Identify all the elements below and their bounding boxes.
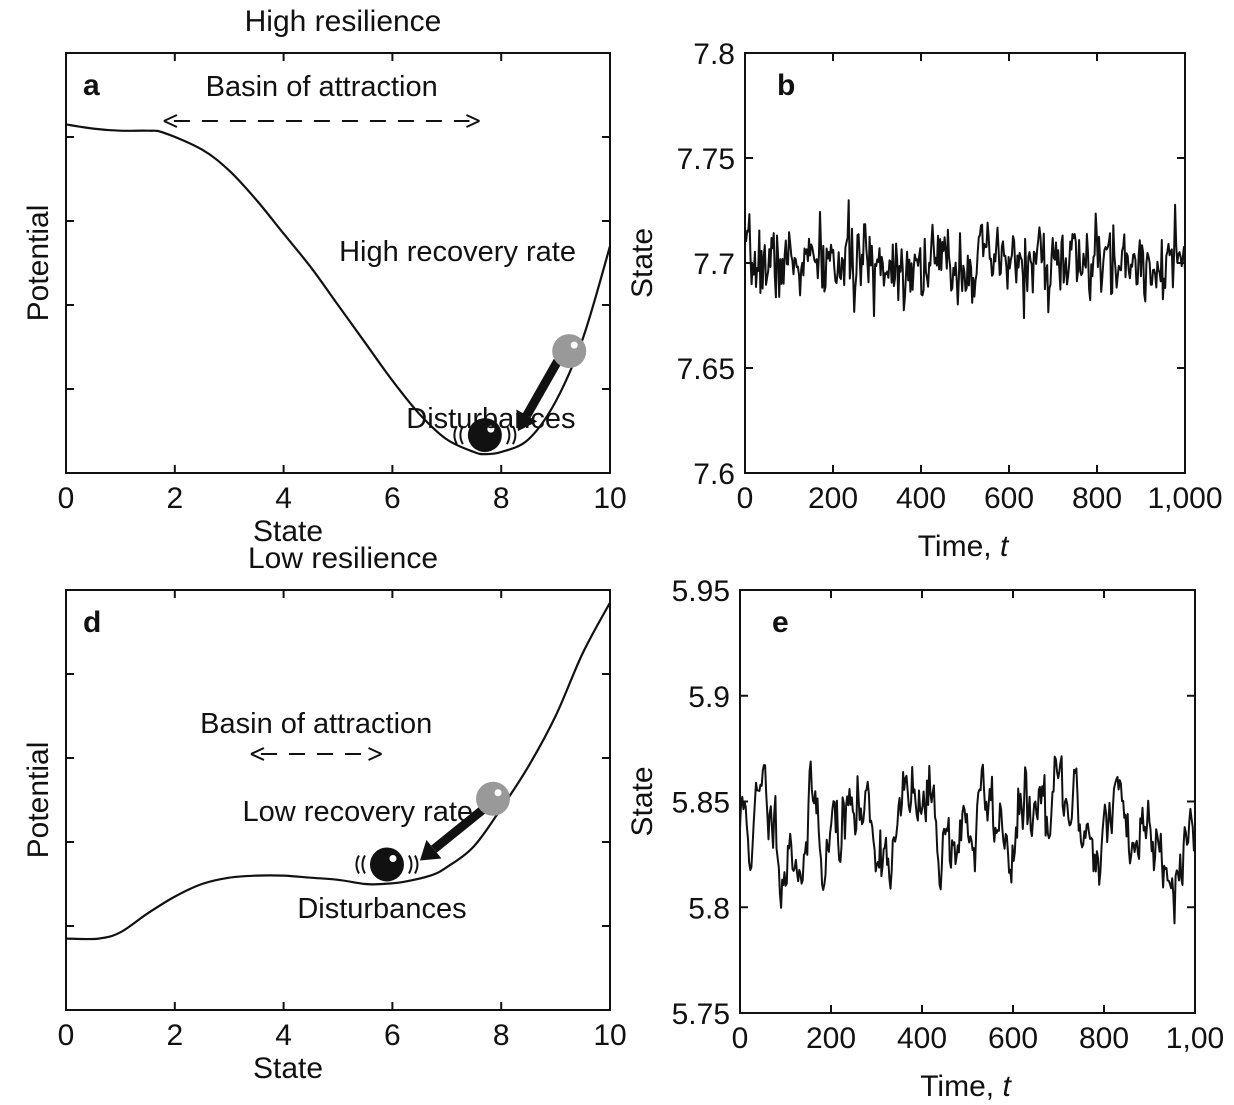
x-tick-label: 400 [897,1022,947,1055]
y-tick-label: 5.95 [672,575,730,608]
x-tick-label: 2 [166,1019,183,1052]
x-tick-label: 200 [806,1022,856,1055]
x-tick-label: 800 [1072,482,1122,515]
y-axis-label: Potential [22,742,55,859]
x-tick-label: 1,00 [1166,1022,1224,1055]
y-axis-label: State [626,228,659,298]
y-tick-label: 7.65 [677,353,735,386]
x-axis-label-variable: t [1000,530,1010,563]
y-tick-label: 7.75 [677,143,735,176]
x-tick-label: 0 [732,1022,749,1055]
plot-frame [65,589,611,1011]
potential-curve [65,602,611,941]
y-tick-label: 5.75 [672,998,730,1031]
x-tick-label: 4 [275,1019,292,1052]
basin-label: Basin of attraction [200,708,432,740]
series-line [739,755,1196,925]
y-axis-label: State [626,766,659,836]
x-tick-label: 8 [493,482,510,515]
disturbances-label: Disturbances [297,893,466,925]
ball-highlight [487,425,495,433]
x-axis-label-text: Time, [920,1070,1002,1103]
displaced-ball-highlight [570,341,578,349]
y-tick-label: 7.8 [693,38,735,71]
x-axis-label-text: Time, [918,530,1000,563]
x-tick-label: 200 [808,482,858,515]
basin-arrowhead-left [250,747,265,761]
recovery-arrowhead [419,839,442,861]
x-tick-label: 800 [1079,1022,1129,1055]
vibration-mark-right [505,425,511,445]
displaced-ball [552,334,587,369]
panel-title: Low resilience [248,542,438,575]
x-tick-label: 2 [166,482,183,515]
ball [369,847,404,882]
recovery-arrow-shaft [431,806,486,853]
recovery-rate-label: Low recovery rate [243,796,474,828]
panel-e: e 0 200 400 600 800 1,00 5.75 5.8 5.85 5.9 5.95 Time… [626,575,1224,1103]
x-tick-label: 4 [275,482,292,515]
y-tick-label: 7.6 [693,458,735,491]
x-tick-label: 400 [896,482,946,515]
y-tick-label: 5.85 [672,787,730,820]
vibration-mark-right [414,854,419,874]
disturbances-label: Disturbances [406,403,575,435]
panel-letter: a [83,69,100,102]
vibration-mark-left [355,854,360,874]
panel-letter: d [83,606,101,639]
panel-letter: b [777,69,795,102]
x-tick-label: 0 [737,482,754,515]
plot-frame [744,52,1186,474]
panel-a: High resilience a 0 2 4 6 8 10 State Potential Bas… [22,5,627,548]
x-tick-label: 6 [384,482,401,515]
x-axis-label: Time, t [920,1070,1012,1103]
basin-label: Basin of attraction [206,71,438,103]
ball-highlight [389,854,397,862]
panel-title: High resilience [245,5,442,38]
x-tick-label: 10 [593,482,626,515]
x-tick-label: 0 [58,482,75,515]
vibration-mark-right [511,425,517,445]
basin-arrowhead-right [466,114,480,128]
panel-b: b 0 200 400 600 800 1,000 7.6 7.65 7.7 7.75 7.8 Time… [626,38,1223,563]
panel-letter: e [772,606,789,639]
vibration-mark-left [459,425,464,445]
x-axis-label: Time, t [918,530,1010,563]
potential-curve [65,123,612,456]
x-tick-label: 1,000 [1147,482,1222,515]
x-axis-label: State [253,515,323,548]
basin-arrowhead-left [163,114,178,128]
x-tick-label: 0 [58,1019,75,1052]
recovery-rate-label: High recovery rate [339,236,576,268]
vibration-mark-left [361,854,366,874]
recovery-arrowhead [516,409,538,432]
plot-frame [65,52,611,474]
x-tick-label: 6 [384,1019,401,1052]
displaced-ball [476,781,511,816]
x-tick-label: 10 [593,1019,626,1052]
series-line [744,199,1186,320]
x-axis-label: State [253,1052,323,1085]
ball [467,418,502,453]
vibration-mark-right [408,854,413,874]
y-tick-label: 7.7 [693,248,735,281]
x-tick-label: 8 [493,1019,510,1052]
y-tick-label: 5.9 [688,681,730,714]
displaced-ball-highlight [494,789,502,797]
x-tick-label: 600 [984,482,1034,515]
basin-arrowhead-right [368,747,382,761]
y-tick-label: 5.8 [688,892,730,925]
x-axis-label-variable: t [1002,1070,1012,1103]
y-axis-label: Potential [22,205,55,322]
panel-d: Low resilience d 0 2 4 6 8 10 State Potential Basi… [22,542,627,1085]
x-tick-label: 600 [988,1022,1038,1055]
recovery-arrow-shaft [522,358,562,418]
vibration-mark-left [453,425,458,445]
